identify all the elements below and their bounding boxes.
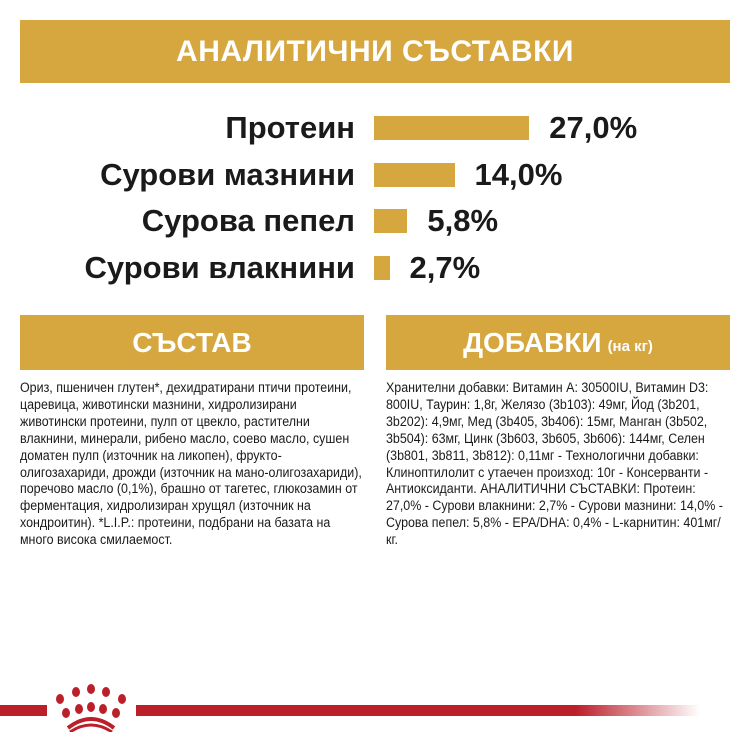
- chart-row: Сурови мазнини 14,0%: [0, 153, 750, 197]
- additives-text: Хранителни добавки: Витамин А: 30500IU, …: [386, 380, 723, 548]
- value-bar: [374, 163, 455, 187]
- category-label: Сурови влакнини: [84, 250, 355, 285]
- additives-title: ДОБАВКИ: [463, 326, 602, 358]
- value-label: 14,0%: [474, 157, 563, 192]
- category-label: Протеин: [225, 110, 355, 145]
- value-label: 2,7%: [409, 250, 481, 285]
- composition-header: СЪСТАВ: [20, 315, 364, 370]
- value-bar: [374, 116, 530, 140]
- header-title: АНАЛИТИЧНИ СЪСТАВКИ: [176, 34, 574, 68]
- chart-row: Протеин 27,0%: [0, 106, 750, 150]
- chart-row: Сурова пепел 5,8%: [0, 199, 750, 243]
- crown-logo-icon: [56, 684, 126, 732]
- analytical-header: АНАЛИТИЧНИ СЪСТАВКИ: [20, 20, 730, 83]
- chart-row: Сурови влакнини 2,7%: [0, 246, 750, 290]
- brand-line-right: [136, 705, 700, 716]
- value-label: 27,0%: [549, 110, 638, 145]
- composition-title: СЪСТАВ: [132, 326, 252, 358]
- category-label: Сурови мазнини: [100, 157, 355, 192]
- value-bar: [374, 209, 408, 233]
- composition-text: Ориз, пшеничен глутен*, дехидратирани пт…: [20, 380, 362, 548]
- additives-unit: (на кг): [607, 338, 653, 355]
- category-label: Сурова пепел: [141, 203, 355, 238]
- brand-line-left: [0, 705, 47, 716]
- value-bar: [374, 256, 390, 280]
- value-label: 5,8%: [427, 203, 499, 238]
- additives-header: ДОБАВКИ (на кг): [386, 315, 730, 370]
